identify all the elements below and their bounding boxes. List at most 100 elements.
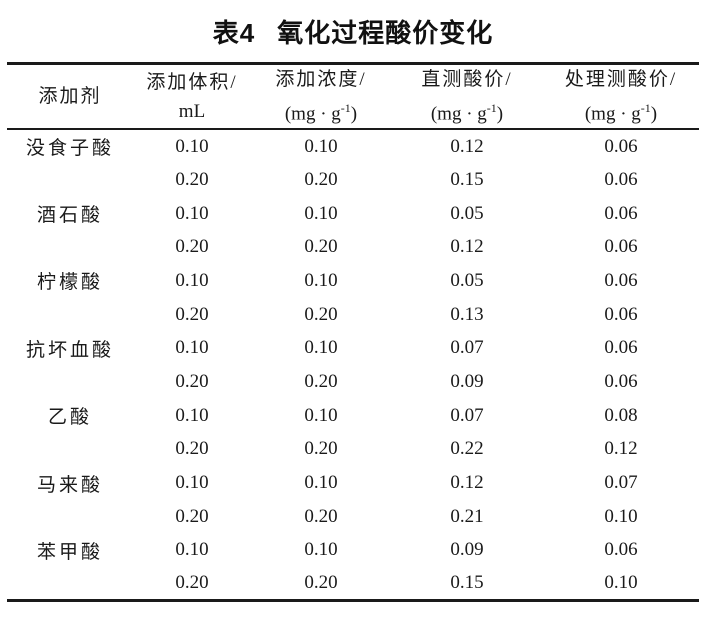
cell-concentration: 0.20 <box>304 370 338 392</box>
cell-volume: 0.10 <box>175 202 209 224</box>
cell-volume: 0.20 <box>175 438 209 460</box>
cell-concentration: 0.10 <box>304 404 338 426</box>
cell-treated: 0.06 <box>604 337 638 359</box>
cell-treated: 0.06 <box>604 303 638 325</box>
cell-additive: 柠檬酸 <box>36 272 103 294</box>
cell-direct: 0.15 <box>450 572 484 594</box>
col-header-volume-label: 添加体积/ <box>146 71 238 93</box>
cell-direct: 0.05 <box>450 269 484 291</box>
cell-treated: 0.10 <box>604 505 638 527</box>
cell-direct: 0.12 <box>450 236 484 258</box>
cell-additive: 抗坏血酸 <box>25 339 114 361</box>
table-row: 0.20 0.20 0.15 0.10 <box>7 567 699 601</box>
col-header-direct-unit: (mg · g-1) <box>430 101 504 125</box>
cell-treated: 0.08 <box>604 404 638 426</box>
cell-additive <box>7 500 133 534</box>
cell-concentration: 0.10 <box>304 539 338 561</box>
cell-additive: 乙酸 <box>47 407 92 429</box>
cell-treated: 0.06 <box>604 269 638 291</box>
table-body: 没食子酸 0.10 0.10 0.12 0.06 0.20 0.20 0.15 … <box>7 129 699 601</box>
cell-direct: 0.05 <box>450 202 484 224</box>
cell-treated: 0.06 <box>604 539 638 561</box>
table-row: 抗坏血酸 0.10 0.10 0.07 0.06 <box>7 331 699 365</box>
cell-volume: 0.20 <box>175 303 209 325</box>
cell-direct: 0.13 <box>450 303 484 325</box>
cell-treated: 0.06 <box>604 370 638 392</box>
cell-concentration: 0.10 <box>304 269 338 291</box>
cell-additive <box>7 298 133 332</box>
table-row: 苯甲酸 0.10 0.10 0.09 0.06 <box>7 534 699 568</box>
cell-treated: 0.06 <box>604 135 638 157</box>
cell-treated: 0.06 <box>604 236 638 258</box>
cell-additive: 没食子酸 <box>25 138 114 160</box>
col-header-direct-acid-value: 直测酸价/ (mg · g-1) <box>391 64 543 130</box>
cell-direct: 0.15 <box>450 168 484 190</box>
cell-volume: 0.10 <box>175 472 209 494</box>
table-row: 没食子酸 0.10 0.10 0.12 0.06 <box>7 129 699 163</box>
cell-direct: 0.22 <box>450 438 484 460</box>
table-row: 0.20 0.20 0.09 0.06 <box>7 365 699 399</box>
cell-additive <box>7 567 133 601</box>
cell-volume: 0.10 <box>175 135 209 157</box>
table-row: 酒石酸 0.10 0.10 0.05 0.06 <box>7 197 699 231</box>
cell-volume: 0.20 <box>175 370 209 392</box>
table-row: 0.20 0.20 0.13 0.06 <box>7 298 699 332</box>
header-row: 添加剂 添加体积/ mL 添加浓度/ (mg · g-1) 直测酸价/ (mg … <box>7 64 699 130</box>
cell-additive <box>7 433 133 467</box>
cell-treated: 0.07 <box>604 472 638 494</box>
table-row: 乙酸 0.10 0.10 0.07 0.08 <box>7 399 699 433</box>
cell-direct: 0.21 <box>450 505 484 527</box>
table-title-text: 氧化过程酸价变化 <box>277 18 494 48</box>
cell-direct: 0.12 <box>450 135 484 157</box>
cell-concentration: 0.20 <box>304 303 338 325</box>
cell-additive <box>7 365 133 399</box>
cell-volume: 0.10 <box>175 539 209 561</box>
table-row: 0.20 0.20 0.12 0.06 <box>7 230 699 264</box>
col-header-additive-label: 添加剂 <box>38 86 102 108</box>
cell-volume: 0.20 <box>175 505 209 527</box>
cell-direct: 0.09 <box>450 370 484 392</box>
col-header-volume: 添加体积/ mL <box>133 64 251 130</box>
col-header-treated-unit: (mg · g-1) <box>584 101 658 125</box>
cell-concentration: 0.10 <box>304 202 338 224</box>
data-table: 添加剂 添加体积/ mL 添加浓度/ (mg · g-1) 直测酸价/ (mg … <box>7 62 699 603</box>
cell-volume: 0.20 <box>175 236 209 258</box>
cell-additive: 苯甲酸 <box>36 541 103 563</box>
col-header-concentration-label: 添加浓度/ <box>275 69 367 90</box>
table-number: 表4 <box>212 18 256 48</box>
col-header-volume-unit: mL <box>178 100 206 122</box>
table-row: 马来酸 0.10 0.10 0.12 0.07 <box>7 466 699 500</box>
cell-volume: 0.20 <box>175 168 209 190</box>
table-caption: 表4 氧化过程酸价变化 <box>0 0 706 62</box>
cell-treated: 0.06 <box>604 168 638 190</box>
cell-direct: 0.12 <box>450 472 484 494</box>
cell-direct: 0.09 <box>450 539 484 561</box>
col-header-direct-label: 直测酸价/ <box>421 69 513 90</box>
cell-concentration: 0.20 <box>304 572 338 594</box>
cell-concentration: 0.20 <box>304 236 338 258</box>
cell-direct: 0.07 <box>450 404 484 426</box>
cell-treated: 0.10 <box>604 572 638 594</box>
table-header: 添加剂 添加体积/ mL 添加浓度/ (mg · g-1) 直测酸价/ (mg … <box>7 64 699 130</box>
cell-volume: 0.10 <box>175 269 209 291</box>
cell-treated: 0.06 <box>604 202 638 224</box>
cell-additive <box>7 230 133 264</box>
cell-treated: 0.12 <box>604 438 638 460</box>
cell-concentration: 0.20 <box>304 168 338 190</box>
cell-additive <box>7 163 133 197</box>
col-header-concentration: 添加浓度/ (mg · g-1) <box>251 64 391 130</box>
cell-concentration: 0.20 <box>304 505 338 527</box>
col-header-additive: 添加剂 <box>7 64 133 130</box>
cell-concentration: 0.10 <box>304 135 338 157</box>
cell-additive: 马来酸 <box>36 474 103 496</box>
cell-additive: 酒石酸 <box>36 205 103 227</box>
cell-concentration: 0.10 <box>304 337 338 359</box>
table-row: 0.20 0.20 0.21 0.10 <box>7 500 699 534</box>
cell-concentration: 0.20 <box>304 438 338 460</box>
cell-volume: 0.20 <box>175 572 209 594</box>
col-header-treated-label: 处理测酸价/ <box>564 69 678 90</box>
table-row: 柠檬酸 0.10 0.10 0.05 0.06 <box>7 264 699 298</box>
cell-volume: 0.10 <box>175 404 209 426</box>
cell-concentration: 0.10 <box>304 472 338 494</box>
